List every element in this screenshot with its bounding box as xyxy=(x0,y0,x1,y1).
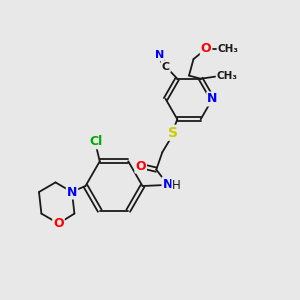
Text: O: O xyxy=(53,217,64,230)
Text: O: O xyxy=(135,160,146,172)
Text: CH₃: CH₃ xyxy=(217,71,238,81)
Text: N: N xyxy=(67,185,77,199)
Text: N: N xyxy=(155,50,164,60)
Text: H: H xyxy=(172,179,181,192)
Text: Cl: Cl xyxy=(89,135,103,148)
Text: N: N xyxy=(163,178,173,190)
Text: C: C xyxy=(162,62,170,72)
Text: N: N xyxy=(207,92,218,106)
Text: S: S xyxy=(168,126,178,140)
Text: CH₃: CH₃ xyxy=(218,44,239,54)
Text: O: O xyxy=(201,42,212,55)
